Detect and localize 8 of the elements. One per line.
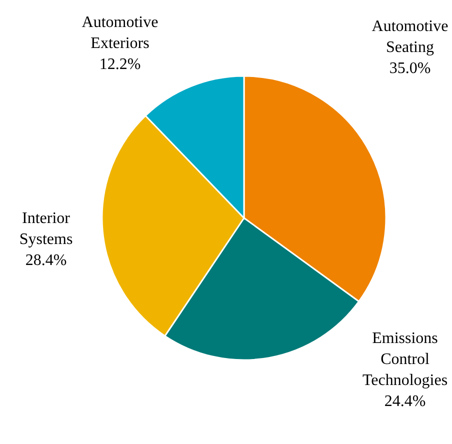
slice-label: Interior Systems — [19, 210, 73, 248]
data-label: 28.4% — [25, 252, 67, 269]
slice-label: Automotive Exteriors — [82, 14, 158, 52]
slice-label: Emissions Control Technologies — [362, 330, 448, 389]
data-label: 24.4% — [384, 393, 426, 410]
data-label: 35.0% — [389, 60, 431, 77]
slice-label: Automotive Seating — [372, 18, 448, 56]
data-label: 12.2% — [99, 56, 141, 73]
